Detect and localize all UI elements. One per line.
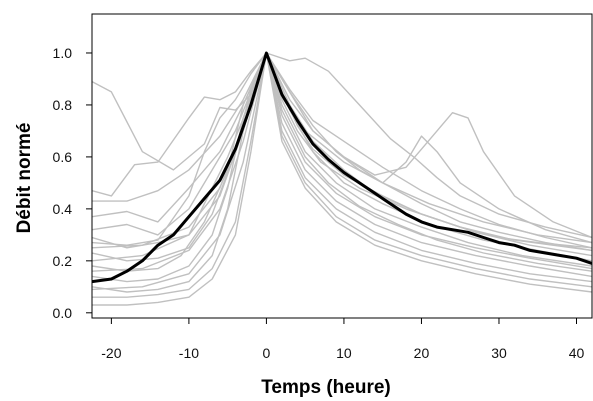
x-tick-label: 10 <box>336 345 352 361</box>
x-tick-label: 40 <box>569 345 585 361</box>
x-tick-label: -20 <box>101 345 121 361</box>
x-axis-title: Temps (heure) <box>261 377 391 398</box>
series-line-8 <box>92 52 592 283</box>
y-tick-label: 1.0 <box>53 45 73 61</box>
mean-series-line <box>92 51 592 284</box>
series-line-16 <box>92 52 592 272</box>
y-axis: 0.0 0.2 0.4 0.6 0.8 1.0 <box>53 45 92 321</box>
y-tick-label: 0.6 <box>53 149 73 165</box>
x-axis: -20 -10 0 10 20 30 40 <box>101 318 584 361</box>
series-line-11 <box>92 52 592 306</box>
x-tick-label: 0 <box>263 345 271 361</box>
series-layer <box>92 51 592 306</box>
x-tick-label: -10 <box>179 345 199 361</box>
series-line-14 <box>92 52 592 262</box>
series-line-4 <box>92 52 592 257</box>
y-tick-label: 0.8 <box>53 97 73 113</box>
x-tick-label: 30 <box>491 345 507 361</box>
series-line-17 <box>92 52 592 291</box>
y-tick-label: 0.4 <box>53 201 73 217</box>
y-tick-label: 0.0 <box>53 305 73 321</box>
series-line-15 <box>92 52 592 249</box>
y-axis-title: Débit normé <box>14 123 35 234</box>
y-tick-label: 0.2 <box>53 253 73 269</box>
plot-frame <box>91 13 593 319</box>
series-line-13 <box>92 52 592 239</box>
x-tick-label: 20 <box>414 345 430 361</box>
